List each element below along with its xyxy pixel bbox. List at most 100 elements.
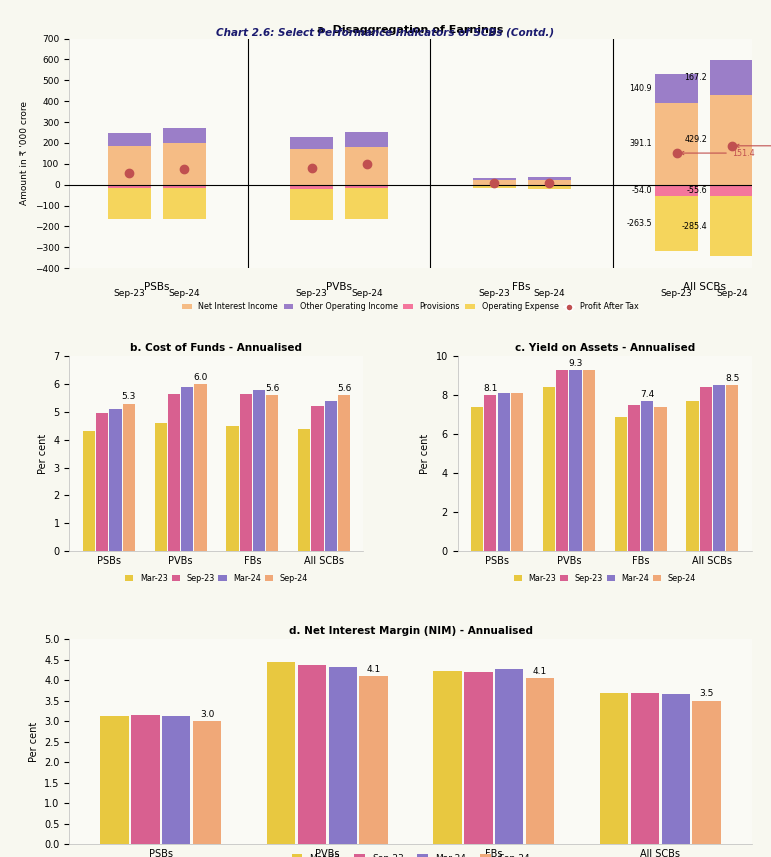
Bar bbox=[473, 180, 516, 184]
Bar bbox=[298, 664, 326, 844]
Bar bbox=[267, 662, 295, 844]
Bar bbox=[710, 95, 753, 184]
Text: All SCBs: All SCBs bbox=[682, 282, 726, 291]
Title: a. Disaggregation of Earnings: a. Disaggregation of Earnings bbox=[318, 25, 503, 35]
Bar bbox=[497, 393, 510, 551]
Text: 7.4: 7.4 bbox=[640, 390, 655, 399]
Bar bbox=[345, 147, 389, 184]
Bar bbox=[692, 701, 721, 844]
Title: c. Yield on Assets - Annualised: c. Yield on Assets - Annualised bbox=[514, 343, 695, 353]
Bar bbox=[464, 672, 493, 844]
Text: -285.4: -285.4 bbox=[682, 222, 707, 231]
Bar bbox=[193, 721, 221, 844]
Y-axis label: Per cent: Per cent bbox=[420, 434, 430, 474]
Bar bbox=[710, 184, 753, 196]
Bar bbox=[123, 404, 135, 551]
Bar bbox=[338, 395, 350, 551]
Bar bbox=[163, 188, 206, 219]
Text: 4.1: 4.1 bbox=[533, 667, 547, 675]
Bar bbox=[290, 189, 333, 219]
Y-axis label: Per cent: Per cent bbox=[29, 722, 39, 762]
Bar bbox=[325, 401, 337, 551]
Legend: Mar-23, Sep-23, Mar-24, Sep-24: Mar-23, Sep-23, Mar-24, Sep-24 bbox=[288, 850, 534, 857]
Bar bbox=[511, 393, 523, 551]
Bar bbox=[583, 370, 594, 551]
Bar bbox=[181, 387, 194, 551]
Text: 8.5: 8.5 bbox=[725, 375, 739, 383]
Bar bbox=[108, 184, 150, 189]
Bar bbox=[163, 184, 206, 188]
Bar bbox=[631, 693, 659, 844]
Bar bbox=[526, 678, 554, 844]
Text: 3.0: 3.0 bbox=[200, 710, 214, 719]
Text: 5.6: 5.6 bbox=[265, 384, 279, 393]
Bar bbox=[131, 715, 160, 844]
Bar bbox=[686, 401, 699, 551]
Bar bbox=[655, 184, 698, 196]
Bar bbox=[655, 407, 667, 551]
Bar bbox=[655, 74, 698, 103]
Bar bbox=[359, 676, 388, 844]
Bar bbox=[108, 189, 150, 219]
Text: 4.1: 4.1 bbox=[366, 664, 381, 674]
Text: -54.0: -54.0 bbox=[631, 186, 652, 195]
Bar bbox=[655, 196, 698, 251]
Bar bbox=[473, 178, 516, 180]
Text: -263.5: -263.5 bbox=[626, 219, 652, 228]
Bar bbox=[82, 431, 95, 551]
Bar bbox=[345, 184, 389, 188]
Bar bbox=[528, 177, 571, 180]
Bar bbox=[433, 671, 462, 844]
Bar bbox=[345, 132, 389, 147]
Bar bbox=[266, 395, 278, 551]
Legend: Mar-23, Sep-23, Mar-24, Sep-24: Mar-23, Sep-23, Mar-24, Sep-24 bbox=[122, 571, 311, 586]
Bar bbox=[328, 667, 357, 844]
Bar bbox=[100, 716, 129, 844]
Bar bbox=[154, 423, 167, 551]
Bar bbox=[345, 188, 389, 219]
Text: 5.3: 5.3 bbox=[122, 393, 136, 401]
Bar bbox=[641, 401, 653, 551]
Text: 5.6: 5.6 bbox=[337, 384, 352, 393]
Bar bbox=[726, 386, 739, 551]
Bar bbox=[253, 390, 265, 551]
Text: 186.2: 186.2 bbox=[736, 141, 771, 150]
Text: 8.1: 8.1 bbox=[483, 384, 497, 393]
Text: FBs: FBs bbox=[513, 282, 531, 291]
Bar bbox=[162, 716, 190, 844]
Text: 3.5: 3.5 bbox=[699, 689, 714, 698]
Bar bbox=[240, 394, 252, 551]
Text: -55.6: -55.6 bbox=[687, 186, 707, 195]
Bar bbox=[471, 407, 483, 551]
Text: 151.4: 151.4 bbox=[681, 148, 754, 158]
Bar bbox=[543, 387, 555, 551]
Bar bbox=[290, 184, 333, 189]
Text: Chart 2.6: Select Performance Indicators of SCBs (Contd.): Chart 2.6: Select Performance Indicators… bbox=[217, 27, 554, 38]
Text: PSBs: PSBs bbox=[144, 282, 170, 291]
Text: 6.0: 6.0 bbox=[194, 373, 207, 381]
Text: 167.2: 167.2 bbox=[685, 73, 707, 82]
Bar bbox=[662, 694, 690, 844]
Text: 429.2: 429.2 bbox=[685, 135, 707, 144]
Bar bbox=[713, 385, 725, 551]
Bar bbox=[528, 180, 571, 184]
Bar bbox=[108, 133, 150, 146]
Bar bbox=[290, 137, 333, 149]
Title: d. Net Interest Margin (NIM) - Annualised: d. Net Interest Margin (NIM) - Annualise… bbox=[288, 626, 533, 636]
Bar bbox=[484, 395, 497, 551]
Bar bbox=[614, 417, 627, 551]
Bar bbox=[108, 146, 150, 184]
Bar bbox=[163, 129, 206, 143]
Text: 140.9: 140.9 bbox=[629, 84, 652, 93]
Bar bbox=[311, 406, 324, 551]
Bar bbox=[227, 427, 238, 551]
Bar bbox=[495, 668, 524, 844]
Bar bbox=[556, 370, 568, 551]
Bar bbox=[710, 60, 753, 95]
Bar bbox=[710, 196, 753, 256]
Bar bbox=[96, 413, 108, 551]
Bar bbox=[109, 409, 122, 551]
Y-axis label: Amount in ₹ '000 crore: Amount in ₹ '000 crore bbox=[20, 101, 29, 206]
Bar bbox=[194, 384, 207, 551]
Bar bbox=[600, 693, 628, 844]
